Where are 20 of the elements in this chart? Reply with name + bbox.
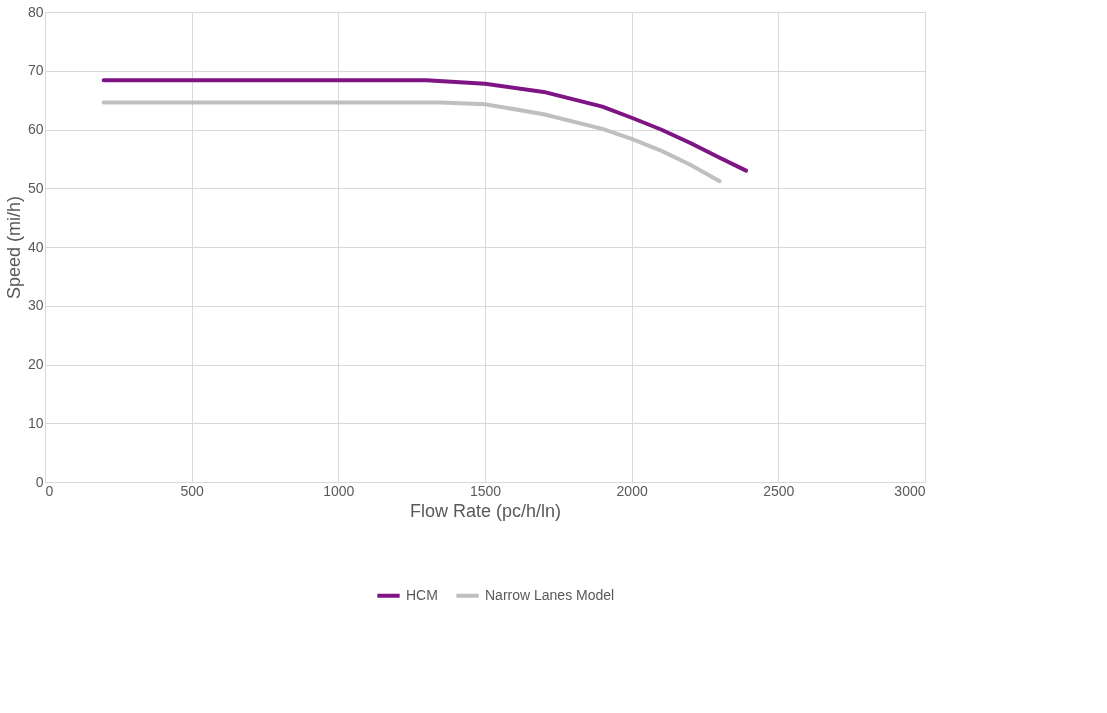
x-tick-label: 1000 xyxy=(323,482,355,499)
y-tick-label: 30 xyxy=(27,297,44,314)
legend-label: Narrow Lanes Model xyxy=(485,586,615,603)
legend-label: HCM xyxy=(406,586,438,603)
x-tick-label: 2500 xyxy=(763,482,795,499)
x-tick-label: 500 xyxy=(180,482,205,499)
y-tick-label: 60 xyxy=(27,121,44,137)
y-tick-label: 20 xyxy=(27,356,44,372)
y-axis-title: Speed (mi/h) xyxy=(3,195,24,300)
x-axis-title: Flow Rate (pc/h/ln) xyxy=(409,500,562,521)
line-series xyxy=(101,100,722,184)
y-tick-label: 80 xyxy=(27,3,44,20)
x-tick-label: 2000 xyxy=(616,482,648,499)
y-tick-label: 40 xyxy=(27,238,44,255)
x-tick-label: 1500 xyxy=(469,482,502,499)
line-series xyxy=(101,78,749,173)
x-tick-label: 3000 xyxy=(894,482,926,499)
y-tick-label: 50 xyxy=(27,179,44,196)
y-tick-label: 10 xyxy=(27,414,44,431)
y-tick-label: 70 xyxy=(27,62,44,79)
